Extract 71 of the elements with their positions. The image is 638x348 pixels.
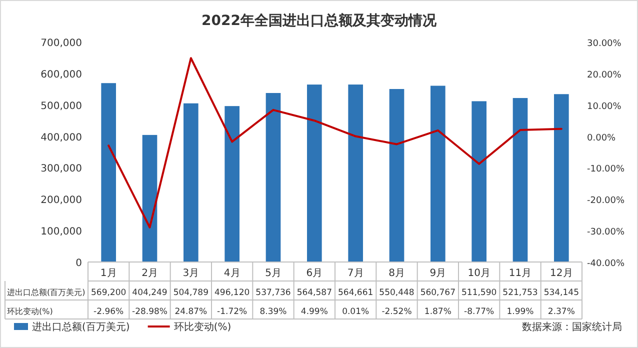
data-label: 537,736 [256, 288, 291, 298]
x-tick-label: 11月 [508, 268, 532, 279]
data-label: 24.87% [174, 307, 208, 317]
data-label: 560,767 [420, 288, 456, 298]
data-label: 1.87% [424, 307, 452, 317]
data-label: -1.72% [217, 307, 248, 317]
y2-tick-label: 10.00% [587, 102, 622, 112]
bar [554, 94, 569, 262]
y2-tick-label: -40.00% [587, 259, 626, 269]
bar [184, 103, 198, 262]
x-tick-label: 7月 [347, 268, 364, 279]
bar [142, 134, 158, 262]
data-label: 2.37% [548, 307, 575, 317]
chart-title: 2022年全国进出口总额及其变动情况 [202, 12, 438, 29]
data-label: 569,200 [91, 288, 126, 298]
bar [389, 89, 404, 262]
bar [101, 83, 116, 262]
bar [512, 98, 528, 262]
y2-tick-label: -30.00% [587, 228, 626, 238]
bar [224, 106, 240, 262]
y-tick-label: 300,000 [40, 164, 82, 175]
legend-label: 环比变动(%) [174, 321, 232, 333]
data-label: -28.98% [132, 307, 168, 317]
data-label: 564,587 [296, 288, 332, 298]
data-label: -8.77% [464, 307, 494, 317]
data-label: 496,120 [214, 288, 250, 298]
x-tick-label: 6月 [306, 268, 323, 279]
data-label: 404,249 [132, 288, 168, 298]
x-tick-label: 10月 [468, 268, 490, 279]
text: 进出口总额(百万美元) [7, 288, 86, 297]
data-label: 1.99% [506, 307, 534, 317]
y-tick-label: 700,000 [40, 38, 82, 49]
y-tick-label: 0 [76, 258, 82, 269]
x-tick-label: 2月 [142, 268, 158, 279]
source-note: 数据来源：国家统计局 [522, 321, 622, 333]
line-series [108, 57, 562, 228]
data-label: 504,789 [173, 288, 208, 298]
legend-label: 进出口总额(百万美元) [32, 321, 130, 333]
bar [430, 86, 446, 262]
y-tick-label: 400,000 [40, 132, 82, 144]
y2-tick-label: -20.00% [587, 196, 626, 206]
data-label: -2.52% [382, 307, 412, 317]
data-label: -2.96% [94, 307, 124, 317]
x-tick-label: 4月 [224, 268, 240, 279]
bar [472, 101, 486, 262]
data-label: 534,145 [544, 288, 579, 298]
x-tick-label: 12月 [550, 268, 573, 279]
x-tick-label: 9月 [430, 268, 446, 279]
text: 环比变动(%) [7, 307, 53, 316]
x-tick-label: 1月 [100, 268, 117, 279]
y-tick-label: 600,000 [40, 69, 82, 80]
bar [307, 84, 322, 262]
bar [266, 92, 281, 262]
data-label: 550,448 [379, 288, 414, 298]
x-tick-label: 3月 [182, 268, 200, 279]
y2-tick-label: 20.00% [587, 70, 622, 80]
y2-tick-label: 0.00% [587, 133, 616, 144]
y-tick-label: 500,000 [40, 100, 82, 112]
y-tick-label: 200,000 [40, 195, 82, 206]
bar [348, 84, 363, 262]
x-tick-label: 5月 [265, 268, 282, 279]
y-tick-label: 100,000 [40, 226, 82, 238]
data-label: 511,590 [462, 288, 497, 298]
y2-tick-label: -10.00% [587, 164, 626, 175]
data-label: 8.39% [260, 307, 287, 317]
y2-tick-label: 30.00% [587, 39, 622, 49]
data-label: 564,661 [338, 288, 374, 298]
x-tick-label: 8月 [388, 268, 405, 279]
data-label: 4.99% [300, 307, 328, 317]
data-label: 521,753 [502, 288, 538, 298]
data-label: 0.01% [342, 307, 370, 317]
